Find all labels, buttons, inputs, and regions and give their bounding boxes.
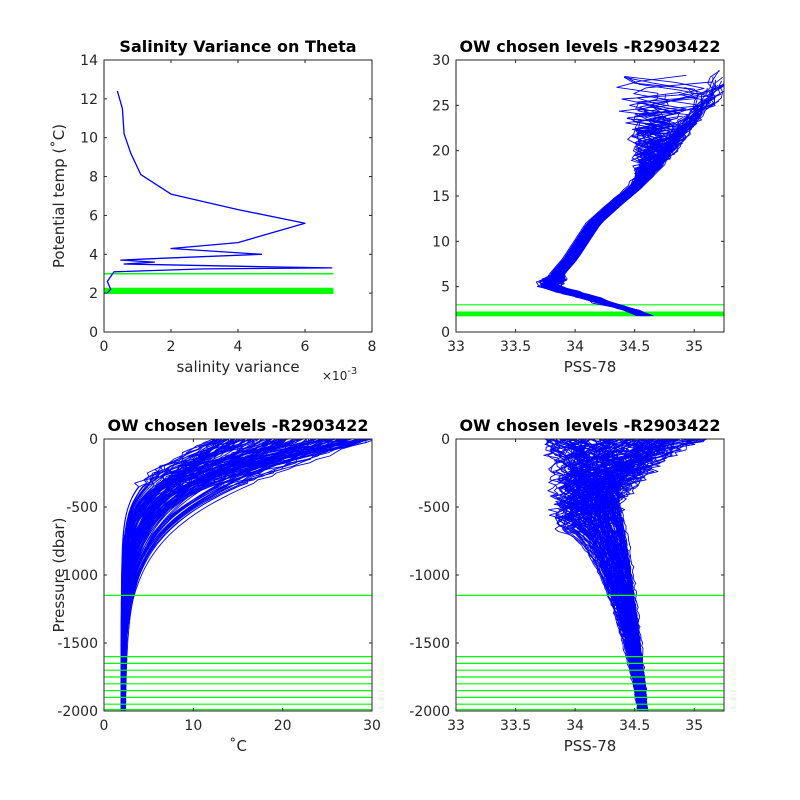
temperature-profiles <box>120 439 372 711</box>
plot-area <box>104 439 372 711</box>
salinity-profiles <box>543 439 708 711</box>
ts-profile-line <box>547 139 684 317</box>
salinity-profile-line <box>578 439 649 711</box>
x-tick-label: 34.5 <box>619 718 650 734</box>
x-tick-label: 4 <box>234 339 243 355</box>
chart-title: Salinity Variance on Theta <box>119 37 356 56</box>
chosen-level-band <box>456 311 724 317</box>
x-tick-label: 33.5 <box>500 339 531 355</box>
salinity-profile-line <box>589 439 649 711</box>
chart-title: OW chosen levels -R2903422 <box>459 416 720 435</box>
ts-profile-line <box>552 122 696 317</box>
axes-frame <box>455 59 725 333</box>
y-tick-label: -1500 <box>57 636 98 652</box>
y-tick-label: 12 <box>80 92 98 108</box>
y-tick-label: 14 <box>80 53 98 69</box>
y-tick-label: -500 <box>418 500 450 516</box>
y-tick-label: 2 <box>89 286 98 302</box>
y-axis-label: Potential temp (˚C) <box>50 124 68 268</box>
x-tick-label: 10 <box>184 718 202 734</box>
y-tick-label: -1500 <box>409 636 450 652</box>
ts-profile-line <box>541 76 723 317</box>
x-axis-label: PSS-78 <box>564 737 617 755</box>
y-tick-label: 0 <box>441 325 450 341</box>
y-tick-label: 15 <box>432 189 450 205</box>
y-tick-label: 5 <box>441 280 450 296</box>
chosen-level-band <box>104 288 334 294</box>
temperature-profile-line <box>124 439 322 711</box>
y-tick-label: 10 <box>80 131 98 147</box>
ts-profile-line <box>553 118 698 317</box>
variance-profile-line <box>106 90 333 294</box>
y-tick-label: 8 <box>89 170 98 186</box>
x-tick-label: 30 <box>363 718 381 734</box>
y-tick-label: -2000 <box>409 704 450 720</box>
x-tick-label: 33.5 <box>500 718 531 734</box>
x-tick-label: 34 <box>566 339 584 355</box>
y-tick-label: 6 <box>89 208 98 224</box>
ts-profiles <box>535 69 724 317</box>
chart-title: OW chosen levels -R2903422 <box>107 416 368 435</box>
temperature-profile-line <box>121 439 340 711</box>
x-tick-label: 6 <box>301 339 310 355</box>
y-tick-label: 30 <box>432 53 450 69</box>
salinity-profile-line <box>597 439 673 711</box>
temperature-profile-line <box>122 439 361 711</box>
x-tick-label: 20 <box>274 718 292 734</box>
y-tick-label: -500 <box>66 500 98 516</box>
y-tick-label: -1000 <box>409 568 450 584</box>
temperature-profile-line <box>123 439 217 711</box>
x-axis-label: salinity variance <box>176 358 299 376</box>
panel-salinity-variance: 0 2 4 6 8 0 2 4 6 8 10 12 14 Salinity Variance on The… <box>50 37 376 383</box>
x-tick-label: 33 <box>447 339 465 355</box>
ts-profile-line <box>549 100 720 317</box>
x-axis-exponent: ×10-3 <box>322 366 357 383</box>
chart-title: OW chosen levels -R2903422 <box>459 37 720 56</box>
ts-profile-line <box>544 135 672 317</box>
x-exponent-base: ×10 <box>322 369 347 383</box>
x-tick-label: 34.5 <box>619 339 650 355</box>
plot-area <box>456 439 724 711</box>
y-tick-label: 20 <box>432 144 450 160</box>
salinity-profile-line <box>602 439 706 711</box>
y-axis-label: Pressure (dbar) <box>50 518 68 633</box>
panel-pressure-salinity: 33 33.5 34 34.5 35 -2000 -1500 -1000 -500 0 OW cho… <box>409 416 725 755</box>
plot-area <box>456 69 724 317</box>
y-tick-label: 0 <box>89 432 98 448</box>
y-tick-label: -1000 <box>57 568 98 584</box>
x-tick-label: 33 <box>447 718 465 734</box>
ts-profile-line <box>548 119 690 317</box>
y-tick-label: -2000 <box>57 704 98 720</box>
x-tick-label: 8 <box>368 339 377 355</box>
y-tick-label: 0 <box>89 325 98 341</box>
panel-theta-salinity: 33 33.5 34 34.5 35 0 5 10 15 20 25 30 OW chosen leve… <box>432 37 725 376</box>
x-exponent-power: -3 <box>347 366 357 377</box>
ts-profile-line <box>549 175 647 317</box>
salinity-profile-line <box>559 439 642 711</box>
panel-pressure-temperature: 0 10 20 30 -2000 -1500 -1000 -500 0 OW chosen lev… <box>50 416 381 755</box>
y-tick-label: 4 <box>89 247 98 263</box>
x-tick-label: 35 <box>685 339 703 355</box>
y-tick-label: 25 <box>432 98 450 114</box>
x-axis-label: ˚C <box>229 737 247 755</box>
x-tick-label: 35 <box>685 718 703 734</box>
x-axis-label: PSS-78 <box>564 358 617 376</box>
ts-profile-line <box>551 99 716 317</box>
plot-area <box>104 90 334 294</box>
salinity-profile-line <box>565 439 647 711</box>
ts-profile-line <box>560 76 706 317</box>
x-tick-label: 0 <box>100 718 109 734</box>
temperature-profile-line <box>125 439 331 711</box>
salinity-profile-line <box>569 439 641 711</box>
y-tick-label: 10 <box>432 234 450 250</box>
y-tick-label: 0 <box>441 432 450 448</box>
x-tick-label: 2 <box>167 339 176 355</box>
salinity-profile-line <box>595 439 692 711</box>
x-tick-label: 0 <box>100 339 109 355</box>
x-tick-label: 34 <box>566 718 584 734</box>
